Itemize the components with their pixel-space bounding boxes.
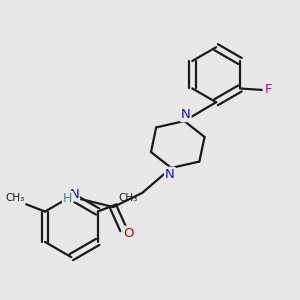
- Text: CH₃: CH₃: [5, 193, 25, 203]
- Text: F: F: [264, 83, 272, 96]
- Text: N: N: [181, 108, 190, 121]
- Text: CH₃: CH₃: [118, 193, 137, 203]
- Text: H: H: [63, 192, 72, 205]
- Text: N: N: [165, 168, 175, 181]
- Text: N: N: [69, 188, 79, 200]
- Text: O: O: [123, 226, 134, 240]
